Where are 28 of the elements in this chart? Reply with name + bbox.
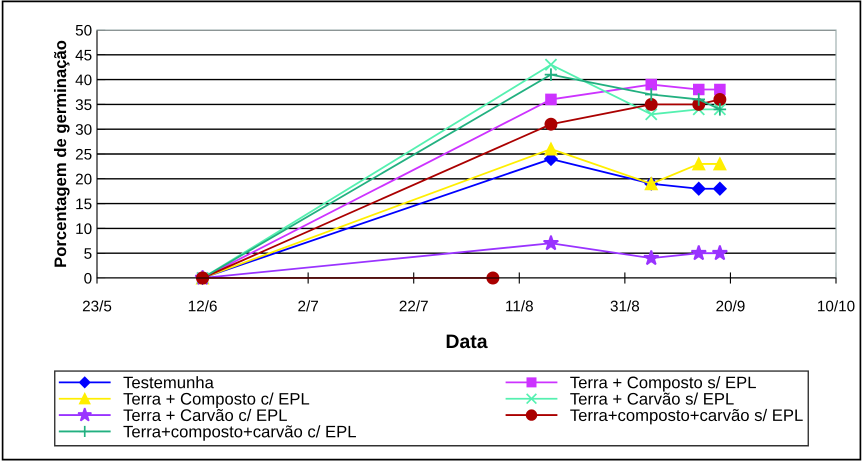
x-tick-label: 10/10: [818, 300, 855, 312]
x-tick-label: 12/6: [188, 300, 217, 312]
x-tick-label: 31/8: [610, 300, 640, 312]
y-tick-label: 20: [76, 174, 92, 184]
y-tick-label: 25: [76, 148, 92, 160]
y-axis-title: Porcentagem de germinação: [54, 40, 70, 267]
legend-label: Terra + Composto c/ EPL: [123, 392, 310, 408]
y-tick-label: 5: [84, 248, 92, 259]
legend-label: Terra+composto+carvão c/ EPL: [123, 425, 356, 441]
x-tick-label: 22/7: [400, 300, 428, 312]
y-tick-label: 10: [76, 223, 92, 234]
x-tick-label: 20/9: [716, 300, 745, 312]
x-tick-label: 11/8: [506, 300, 533, 312]
x-tick-label: 23/5: [82, 300, 112, 312]
legend-label: Testemunha: [123, 376, 214, 388]
x-axis-title: Data: [446, 334, 488, 348]
y-tick-label: 50: [76, 24, 92, 36]
y-tick-label: 15: [76, 198, 92, 210]
y-tick-label: 35: [76, 99, 92, 110]
y-tick-label: 40: [76, 74, 92, 86]
legend-label: Terra + Carvão s/ EPL: [570, 392, 734, 405]
legend-label: Terra + Carvão c/ EPL: [123, 408, 287, 422]
y-tick-label: 30: [76, 124, 92, 135]
y-tick-label: 0: [84, 272, 92, 284]
legend-label: Terra + Composto s/ EPL: [570, 376, 756, 392]
y-tick-label: 45: [76, 50, 92, 60]
x-tick-label: 2/7: [298, 300, 318, 312]
legend-label: Terra+composto+carvão s/ EPL: [570, 408, 803, 424]
